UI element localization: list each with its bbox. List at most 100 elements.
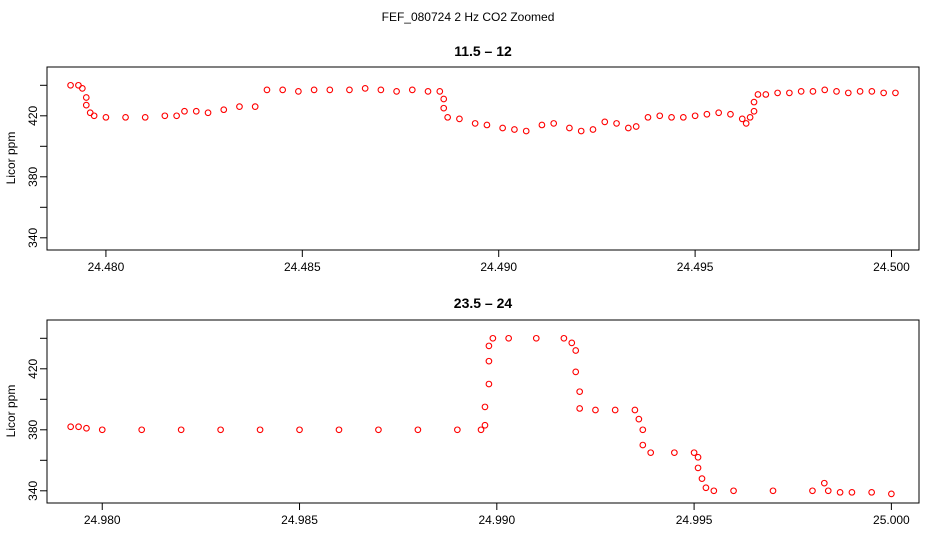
data-point — [489, 334, 497, 342]
data-point — [568, 339, 576, 347]
data-point — [75, 81, 82, 89]
data-point — [83, 424, 90, 432]
data-point — [635, 415, 643, 423]
data-point — [220, 106, 228, 114]
x-tick-label: 24.495 — [677, 260, 714, 274]
data-point — [483, 121, 491, 129]
data-point — [592, 406, 599, 414]
data-point — [774, 89, 781, 97]
panel-11-5-12: 11.5 – 12 Licor ppm 24.480 24.485 24.490 24… — [4, 43, 920, 274]
x-tick-label: 24.985 — [281, 513, 318, 527]
y-axis-ticks: 340 380 420 — [26, 337, 47, 501]
y-tick-label: 380 — [26, 166, 40, 186]
plot-frame — [46, 66, 920, 251]
data-point — [236, 103, 243, 110]
data-point — [656, 112, 664, 120]
data-point — [481, 403, 489, 411]
data-point — [694, 453, 702, 461]
data-point — [251, 103, 259, 110]
data-point — [511, 126, 518, 133]
data-point — [485, 342, 493, 350]
data-point — [138, 426, 146, 434]
data-point — [485, 380, 493, 388]
data-point — [86, 109, 94, 117]
data-point — [856, 88, 864, 95]
data-point — [560, 334, 568, 342]
data-point — [263, 86, 271, 94]
data-point — [485, 357, 493, 365]
data-point — [477, 426, 485, 434]
data-point — [742, 120, 750, 127]
data-point — [639, 426, 647, 434]
data-points — [67, 334, 895, 498]
data-point — [505, 334, 512, 342]
data-point — [375, 426, 382, 434]
x-tick-label: 24.480 — [88, 260, 125, 274]
data-points — [67, 81, 899, 135]
data-point — [694, 464, 702, 472]
data-point — [888, 490, 895, 498]
data-point — [671, 449, 678, 457]
data-point — [98, 426, 106, 434]
data-point — [204, 109, 212, 117]
data-point — [576, 388, 584, 396]
data-point — [67, 81, 74, 89]
data-point — [750, 107, 758, 115]
data-point — [624, 124, 632, 132]
data-point — [746, 113, 754, 121]
data-point — [730, 487, 737, 495]
data-point — [848, 488, 856, 496]
data-point — [631, 406, 639, 414]
y-tick-label: 340 — [26, 480, 40, 500]
data-point — [690, 449, 698, 457]
data-point — [90, 112, 98, 120]
data-point — [566, 124, 573, 132]
data-point — [833, 88, 840, 95]
data-point — [702, 484, 710, 492]
y-axis-label: Licor ppm — [4, 385, 18, 438]
data-point — [335, 426, 343, 434]
x-tick-label: 24.490 — [480, 260, 517, 274]
data-point — [173, 112, 180, 120]
data-point — [181, 107, 188, 115]
data-point — [67, 423, 75, 431]
data-point — [361, 84, 369, 92]
y-tick-label: 340 — [26, 227, 40, 247]
data-point — [738, 115, 746, 123]
panel-23-5-24: 23.5 – 24 Licor ppm 24.980 24.985 24.990 24… — [4, 295, 920, 527]
data-point — [786, 89, 793, 97]
data-point — [102, 113, 110, 121]
data-point — [576, 405, 584, 412]
data-point — [454, 426, 461, 434]
data-point — [750, 98, 758, 106]
figure-title: FEF_080724 2 Hz CO2 Zoomed — [382, 10, 555, 24]
y-tick-label: 380 — [26, 419, 40, 439]
data-point — [161, 112, 169, 120]
data-point — [82, 94, 90, 101]
data-point — [639, 441, 647, 449]
data-point — [424, 88, 432, 95]
y-tick-label: 420 — [26, 105, 40, 125]
data-point — [844, 89, 852, 97]
data-point — [691, 112, 699, 120]
data-point — [644, 113, 652, 121]
data-point — [892, 89, 899, 97]
data-point — [820, 479, 828, 487]
data-point — [532, 334, 540, 342]
data-point — [727, 110, 734, 118]
data-point — [868, 488, 876, 496]
data-point — [456, 115, 463, 123]
data-point — [821, 86, 829, 94]
y-tick-label: 420 — [26, 358, 40, 378]
x-tick-label: 25.000 — [873, 513, 910, 527]
plot-frame — [46, 319, 920, 504]
x-tick-label: 24.995 — [676, 513, 713, 527]
data-point — [668, 113, 675, 121]
data-point — [880, 89, 887, 97]
data-point — [481, 421, 489, 429]
data-point — [393, 88, 400, 95]
data-point — [611, 406, 619, 414]
data-point — [710, 487, 718, 495]
data-point — [538, 121, 546, 129]
